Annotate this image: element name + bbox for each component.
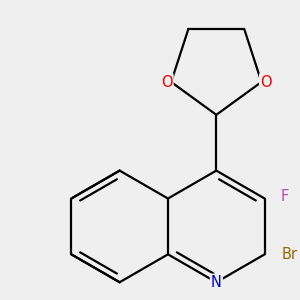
Text: O: O [260,74,272,89]
Text: O: O [161,74,172,89]
Text: F: F [280,189,289,204]
Text: Br: Br [281,247,297,262]
Text: N: N [211,275,222,290]
